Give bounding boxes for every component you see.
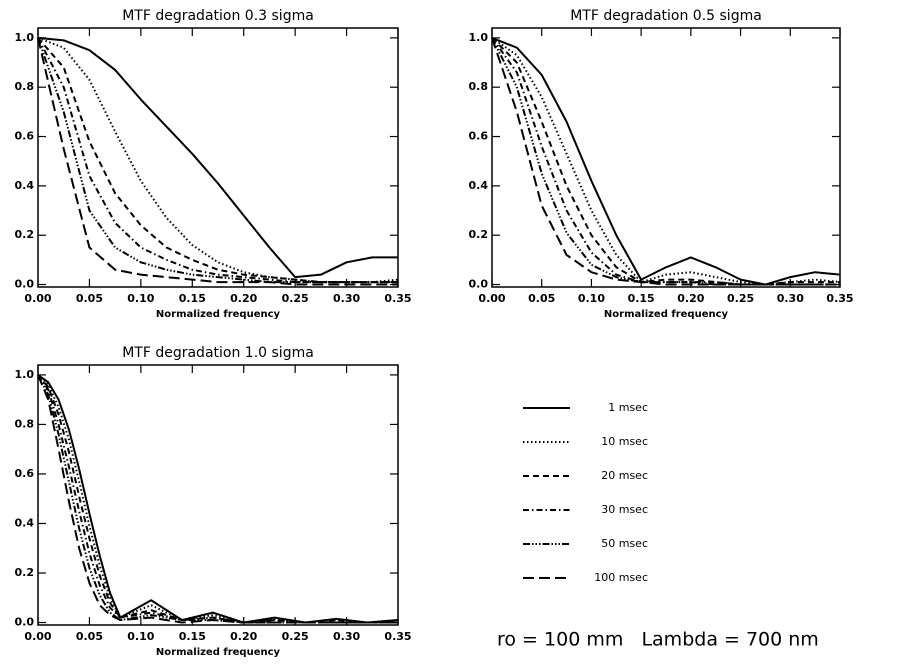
x-tick-label: 0.05 bbox=[528, 292, 555, 305]
legend-label: 1 msec bbox=[608, 401, 648, 414]
y-tick-label: 0.8 bbox=[15, 417, 35, 430]
y-tick-label: 0.0 bbox=[15, 278, 35, 291]
x-axis-label: Normalized frequency bbox=[156, 309, 281, 320]
x-tick-label: 0.35 bbox=[384, 630, 411, 643]
y-tick-label: 0.4 bbox=[15, 516, 35, 529]
x-axis-label: Normalized frequency bbox=[156, 647, 281, 658]
x-tick-label: 0.10 bbox=[127, 292, 154, 305]
annotation: ro = 100 mm Lambda = 700 nm bbox=[497, 629, 819, 651]
legend-label: 50 msec bbox=[601, 537, 648, 550]
series-line bbox=[37, 37, 398, 286]
y-tick-label: 0.0 bbox=[469, 278, 489, 291]
chart-title: MTF degradation 1.0 sigma bbox=[122, 345, 314, 361]
x-tick-label: 0.10 bbox=[578, 292, 605, 305]
series-line bbox=[37, 37, 398, 284]
series-line bbox=[491, 37, 840, 286]
y-tick-label: 1.0 bbox=[469, 31, 489, 44]
y-tick-label: 0.6 bbox=[469, 130, 489, 143]
series-line bbox=[37, 374, 398, 624]
y-tick-label: 0.8 bbox=[15, 80, 35, 93]
x-tick-label: 0.20 bbox=[230, 292, 257, 305]
plot-frame bbox=[37, 27, 399, 288]
x-tick-label: 0.35 bbox=[826, 292, 853, 305]
series-line bbox=[491, 36, 841, 286]
x-tick-label: 0.20 bbox=[677, 292, 704, 305]
series-line bbox=[37, 37, 398, 284]
x-tick-label: 0.15 bbox=[179, 292, 206, 305]
x-tick-label: 0.15 bbox=[628, 292, 655, 305]
x-tick-label: 0.35 bbox=[384, 292, 411, 305]
series-line bbox=[37, 374, 399, 624]
plot-frame bbox=[491, 27, 841, 288]
x-tick-label: 0.00 bbox=[24, 630, 51, 643]
x-tick-label: 0.05 bbox=[76, 292, 103, 305]
y-tick-label: 0.2 bbox=[469, 228, 489, 241]
series-line bbox=[491, 37, 840, 286]
x-tick-label: 0.30 bbox=[333, 292, 360, 305]
x-tick-label: 0.25 bbox=[727, 292, 754, 305]
legend-label: 10 msec bbox=[601, 435, 648, 448]
y-tick-label: 1.0 bbox=[15, 31, 35, 44]
x-tick-label: 0.20 bbox=[230, 630, 257, 643]
series-line bbox=[491, 37, 840, 286]
y-tick-label: 0.6 bbox=[15, 467, 35, 480]
y-tick-label: 0.6 bbox=[15, 130, 35, 143]
x-tick-label: 0.25 bbox=[282, 292, 309, 305]
y-tick-label: 0.2 bbox=[15, 228, 35, 241]
series-line bbox=[37, 36, 398, 279]
chart-title: MTF degradation 0.3 sigma bbox=[122, 8, 314, 24]
series-line bbox=[37, 374, 398, 624]
y-tick-label: 1.0 bbox=[15, 368, 35, 381]
x-tick-label: 0.25 bbox=[282, 630, 309, 643]
x-tick-label: 0.30 bbox=[333, 630, 360, 643]
series-line bbox=[491, 37, 841, 286]
series-line bbox=[491, 37, 840, 286]
series-line bbox=[37, 374, 399, 624]
x-tick-label: 0.10 bbox=[127, 630, 154, 643]
legend-label: 30 msec bbox=[601, 503, 648, 516]
legend-label: 100 msec bbox=[594, 571, 648, 584]
y-tick-label: 0.0 bbox=[15, 616, 35, 629]
series-line bbox=[37, 374, 398, 624]
y-tick-label: 0.4 bbox=[15, 179, 35, 192]
x-tick-label: 0.15 bbox=[179, 630, 206, 643]
x-axis-label: Normalized frequency bbox=[604, 309, 729, 320]
plot-frame bbox=[37, 364, 399, 626]
series-line bbox=[37, 37, 398, 284]
y-tick-label: 0.4 bbox=[469, 179, 489, 192]
x-tick-label: 0.00 bbox=[478, 292, 505, 305]
y-tick-label: 0.8 bbox=[469, 80, 489, 93]
x-tick-label: 0.00 bbox=[24, 292, 51, 305]
series-line bbox=[37, 36, 399, 284]
x-tick-label: 0.30 bbox=[777, 292, 804, 305]
series-line bbox=[37, 374, 398, 624]
chart-title: MTF degradation 0.5 sigma bbox=[570, 8, 762, 24]
legend-label: 20 msec bbox=[601, 469, 648, 482]
x-tick-label: 0.05 bbox=[76, 630, 103, 643]
y-tick-label: 0.2 bbox=[15, 566, 35, 579]
